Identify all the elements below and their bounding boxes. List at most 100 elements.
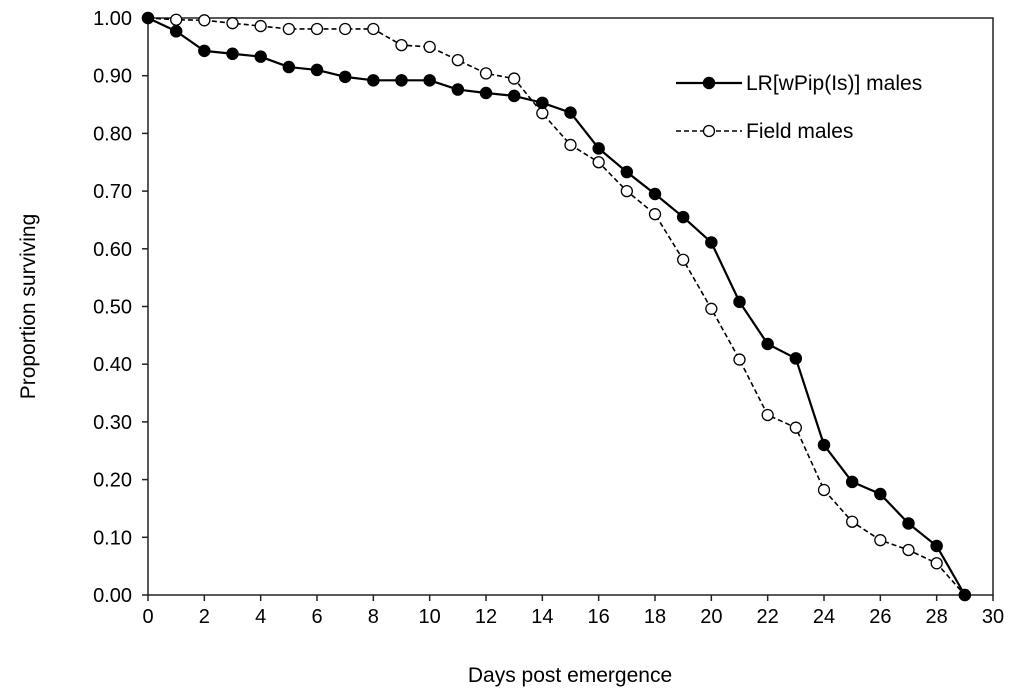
x-tick-label: 2 — [199, 606, 210, 628]
plot-border — [147, 17, 994, 596]
data-point — [592, 156, 605, 169]
data-point — [254, 50, 267, 63]
y-tick-label: 1.00 — [93, 8, 132, 30]
legend-marker-field-males — [702, 124, 716, 138]
data-point — [338, 70, 352, 84]
x-tick-label: 28 — [926, 606, 948, 628]
x-tick-label: 26 — [869, 606, 891, 628]
data-point — [705, 302, 718, 315]
data-point — [282, 60, 296, 74]
legend-label-field-males: Field males — [746, 120, 853, 143]
data-point — [845, 475, 859, 489]
x-tick-label: 24 — [813, 606, 835, 628]
x-tick-label: 6 — [311, 606, 322, 628]
y-tick-label: 0.10 — [93, 527, 132, 549]
data-point — [226, 47, 239, 61]
x-tick-label: 8 — [368, 606, 379, 628]
data-point — [479, 67, 493, 80]
data-point — [958, 588, 972, 602]
y-tick-label: 0.80 — [93, 123, 132, 145]
legend-marker-lr-males — [702, 76, 716, 90]
data-point — [451, 83, 465, 96]
legend-item-lr-males: LR[wPip(Is)] males — [676, 72, 922, 95]
data-point — [648, 187, 662, 201]
data-point — [395, 74, 408, 87]
x-tick-label: 0 — [142, 606, 153, 628]
y-tick-label: 0.90 — [93, 66, 132, 88]
x-tick-label: 4 — [255, 606, 266, 628]
y-tick-label: 0.50 — [93, 297, 132, 319]
data-point — [479, 86, 493, 100]
data-point — [789, 352, 803, 365]
data-point — [902, 543, 915, 557]
data-point — [677, 253, 690, 266]
x-tick-label: 16 — [588, 606, 610, 628]
data-point — [564, 138, 577, 152]
x-tick-label: 14 — [531, 606, 553, 628]
x-tick-label: 20 — [700, 606, 722, 628]
plot-frame — [147, 17, 994, 596]
series-lr-males — [141, 11, 972, 602]
y-tick-label: 0.60 — [93, 239, 132, 261]
data-point — [620, 165, 634, 179]
data-point — [508, 72, 521, 85]
data-point — [648, 208, 662, 221]
data-point — [874, 487, 887, 501]
data-point — [733, 353, 746, 366]
data-point — [592, 142, 605, 155]
y-tick-label: 0.00 — [93, 585, 132, 607]
data-point — [733, 295, 746, 309]
y-axis-title: Proportion surviving — [17, 214, 40, 400]
x-axis-title: Days post emergence — [468, 664, 672, 687]
data-point — [310, 63, 324, 77]
x-tick-label: 10 — [419, 606, 441, 628]
data-point — [367, 22, 380, 36]
data-point — [169, 25, 183, 38]
data-point — [930, 539, 943, 553]
data-point — [310, 22, 324, 36]
data-point — [761, 337, 774, 351]
data-point — [198, 44, 211, 58]
data-point — [620, 184, 633, 198]
data-point — [902, 517, 915, 530]
y-axis: 0.00 0.10 0.20 0.30 0.40 0.50 0.60 0.70 0.80 0.90… — [93, 8, 148, 607]
data-point — [846, 515, 859, 528]
data-point — [451, 53, 464, 67]
data-point — [930, 557, 943, 570]
data-point — [817, 438, 831, 452]
data-point — [198, 14, 211, 27]
series-field-males — [141, 11, 971, 602]
data-point — [395, 38, 408, 52]
data-point — [282, 22, 295, 36]
y-tick-label: 0.20 — [93, 470, 132, 492]
data-point — [817, 483, 831, 497]
data-point — [339, 22, 352, 36]
series-line — [147, 17, 966, 596]
y-tick-label: 0.40 — [93, 354, 132, 376]
data-point — [874, 534, 887, 547]
data-point — [170, 13, 183, 26]
data-point — [226, 17, 239, 30]
x-tick-label: 18 — [644, 606, 666, 628]
data-point — [141, 11, 155, 25]
data-point — [423, 40, 436, 53]
data-point — [789, 421, 802, 434]
data-point — [423, 74, 436, 87]
x-axis: 0 2 4 6 8 10 12 14 16 18 20 22 24 26 28 30 — [142, 595, 1004, 628]
data-point — [536, 107, 549, 120]
data-point — [507, 89, 521, 103]
data-point — [564, 106, 577, 119]
x-tick-label: 12 — [475, 606, 497, 628]
legend-label-lr-males: LR[wPip(Is)] males — [746, 72, 922, 95]
series-layer — [141, 11, 972, 602]
data-point — [536, 96, 549, 110]
y-tick-label: 0.30 — [93, 412, 132, 434]
x-tick-label: 30 — [982, 606, 1004, 628]
data-point — [705, 236, 718, 249]
data-point — [367, 74, 380, 87]
data-point — [761, 408, 774, 422]
y-tick-label: 0.70 — [93, 181, 132, 203]
legend-item-field-males: Field males — [676, 120, 853, 143]
data-point — [676, 210, 690, 224]
